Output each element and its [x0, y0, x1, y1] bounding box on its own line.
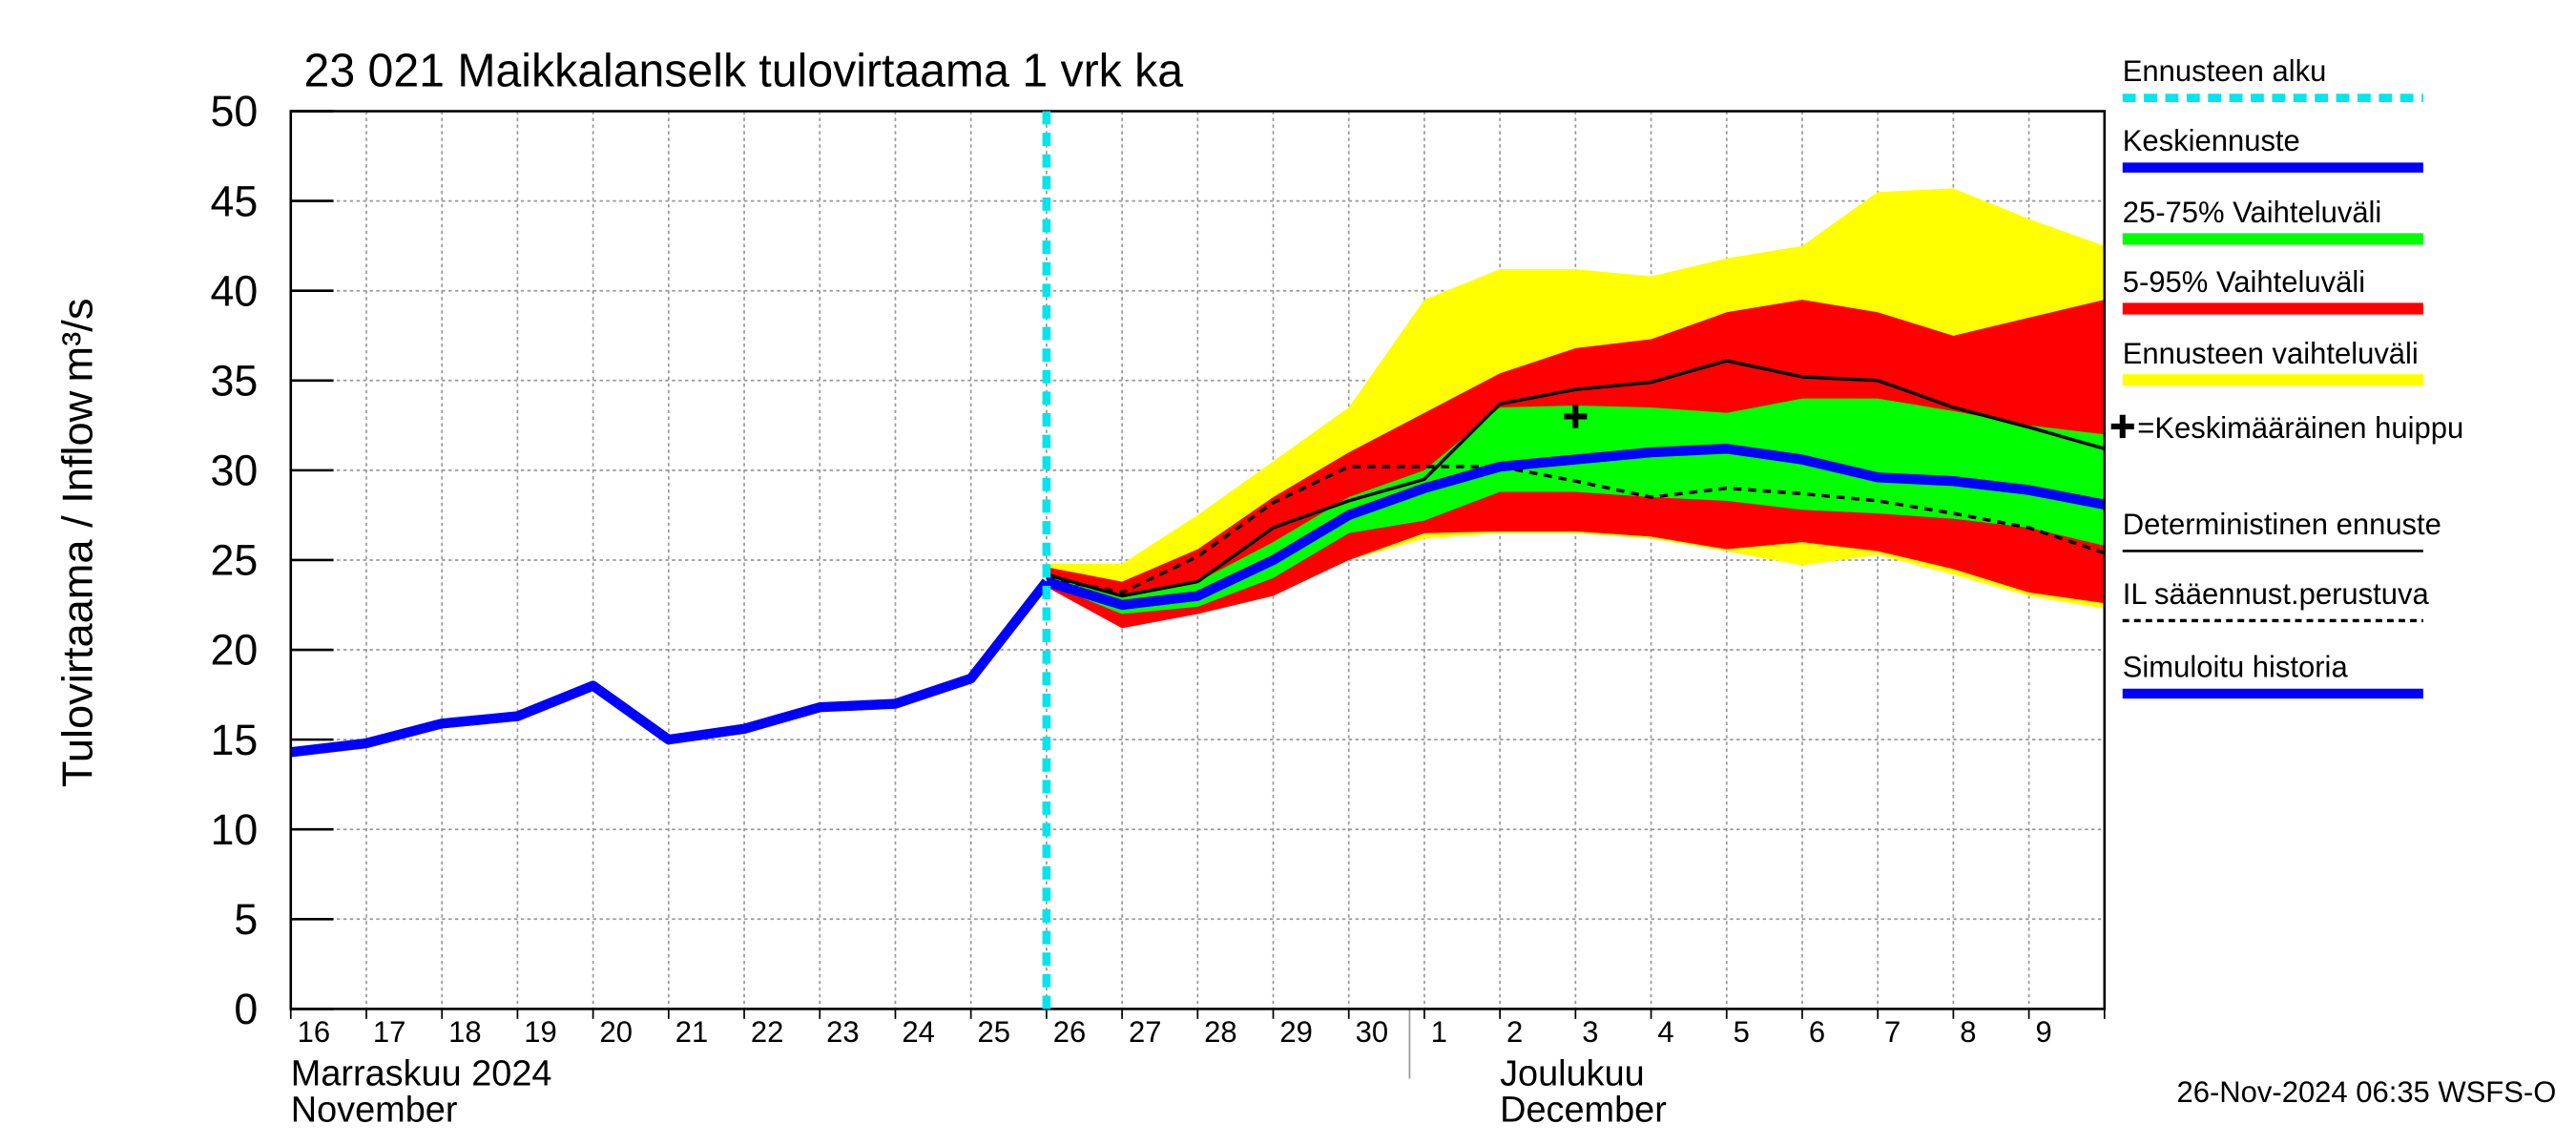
x-tick-label: 16	[298, 1015, 330, 1049]
y-tick-label: 10	[211, 805, 259, 854]
y-tick-label: 30	[211, 446, 259, 494]
x-tick-label: 3	[1582, 1015, 1598, 1049]
plot-frame	[289, 110, 2107, 1010]
month-label-en: November	[291, 1090, 458, 1130]
x-tick-label: 19	[524, 1015, 556, 1049]
legend-label: Ennusteen alku	[2123, 54, 2327, 88]
x-tick-label: 26	[1053, 1015, 1086, 1049]
legend-swatch	[2110, 414, 2134, 439]
x-tick-label: 7	[1884, 1015, 1901, 1049]
peak-cross	[1564, 405, 1588, 428]
legend-label: Simuloitu historia	[2123, 650, 2349, 683]
y-tick-label: 5	[234, 895, 258, 944]
x-tick-label: 18	[448, 1015, 481, 1049]
y-tick-label: 15	[211, 716, 259, 764]
legend-label: Ennusteen vaihteluväli	[2123, 337, 2419, 370]
series-line	[1046, 465, 2106, 594]
x-tick-label: 8	[1960, 1015, 1976, 1049]
x-tick-label: 28	[1204, 1015, 1236, 1049]
x-tick-label: 27	[1129, 1015, 1161, 1049]
footer: 26-Nov-2024 06:35 WSFS-O	[2177, 1075, 2557, 1109]
range-band	[1046, 398, 2105, 614]
y-axis-label: Tulovirtaama / Inflow	[53, 390, 102, 787]
x-tick-label: 1	[1431, 1015, 1447, 1049]
legend-label: 5-95% Vaihteluväli	[2123, 265, 2365, 299]
peak-marker	[1564, 405, 1588, 428]
series-line	[290, 578, 1050, 758]
month-label: Marraskuu 2024	[291, 1053, 552, 1093]
month-label: Joulukuu	[1500, 1053, 1645, 1093]
x-tick-label: 6	[1809, 1015, 1825, 1049]
x-tick-label: 4	[1657, 1015, 1673, 1049]
y-tick-label: 35	[211, 356, 259, 405]
month-label-en: December	[1500, 1090, 1667, 1130]
legend-label: Deterministinen ennuste	[2123, 508, 2441, 541]
x-tick-label: 24	[902, 1015, 934, 1049]
legend-label: =Keskimääräinen huippu	[2137, 411, 2463, 445]
x-tick-label: 23	[826, 1015, 859, 1049]
x-tick-label: 22	[751, 1015, 783, 1049]
y-tick-label: 0	[234, 985, 258, 1033]
x-tick-label: 20	[600, 1015, 633, 1049]
chart-title: 23 021 Maikkalanselk tulovirtaama 1 vrk …	[304, 45, 1184, 96]
y-tick-label: 25	[211, 535, 259, 584]
y-tick-label: 20	[211, 625, 259, 674]
x-tick-label: 29	[1279, 1015, 1312, 1049]
x-tick-label: 9	[2035, 1015, 2051, 1049]
x-tick-label: 21	[675, 1015, 708, 1049]
x-tick-label: 17	[373, 1015, 405, 1049]
y-tick-label: 45	[211, 177, 259, 225]
legend: Ennusteen alku Keskiennuste 25-75% Vaihtel…	[2110, 54, 2463, 699]
legend-label: Keskiennuste	[2123, 124, 2300, 157]
x-tick-label: 2	[1506, 1015, 1523, 1049]
series-line	[1045, 444, 2106, 611]
x-tick-label: 30	[1356, 1015, 1388, 1049]
legend-label: IL sääennust.perustuva	[2123, 577, 2430, 611]
x-tick-label: 5	[1734, 1015, 1750, 1049]
y-tick-label: 40	[211, 266, 259, 315]
x-tick-label: 25	[978, 1015, 1010, 1049]
series-line	[1046, 359, 2106, 598]
y-axis-unit: m³/s	[53, 299, 102, 383]
y-tick-label: 50	[211, 87, 259, 135]
legend-label: 25-75% Vaihteluväli	[2123, 196, 2382, 229]
